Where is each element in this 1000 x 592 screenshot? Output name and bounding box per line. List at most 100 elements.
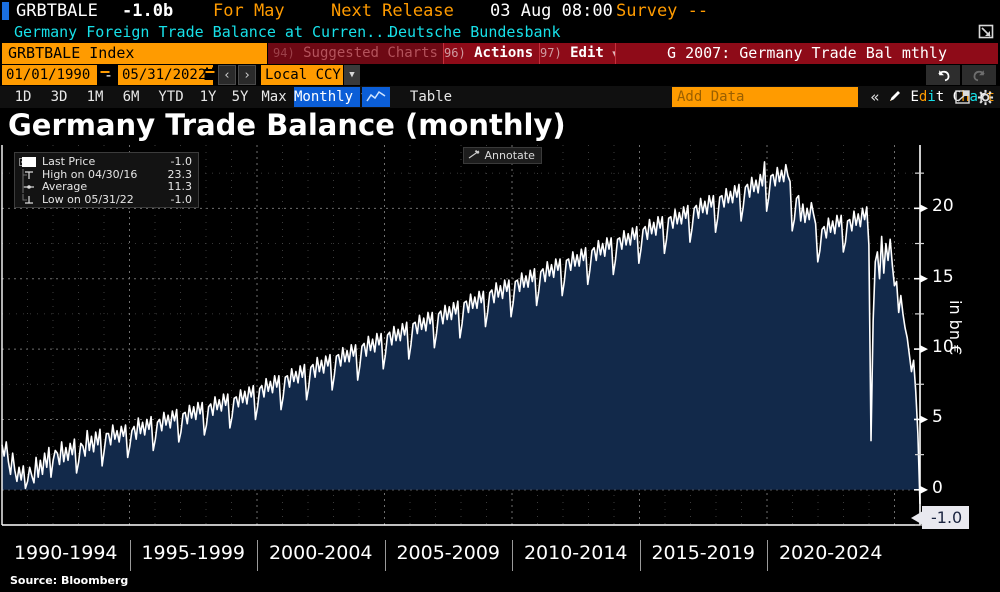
last-price-badge: -1.0 [922,506,970,529]
screen-title: G 2007: Germany Trade Bal mthly [615,43,998,64]
x-axis-divider [767,540,768,571]
chart-toolbar: 1D 3D 1M 6M YTD 1Y 5Y Max Monthly ▼ Tabl… [0,86,1000,108]
x-axis-tick-label: 1995-1999 [141,542,246,564]
page-title: Germany Trade Balance (monthly) [8,108,566,142]
legend-value: 11.3 [167,180,193,193]
x-axis-tick-label: 2015-2019 [651,542,756,564]
period-1m[interactable]: 1M [86,89,104,105]
period-6m[interactable]: 6M [122,89,140,105]
pencil-line-icon [468,150,480,159]
add-data-input[interactable]: Add Data [672,87,858,107]
tree-branch-end-icon [22,193,27,200]
legend-row: High on 04/30/16 23.3 [18,167,194,182]
suggested-charts-label: Suggested Charts [303,45,438,61]
edit-number: 97) [540,46,562,60]
legend-value: -1.0 [170,155,192,168]
description-bar: Germany Foreign Trade Balance at Curren.… [0,22,1000,43]
next-period-button[interactable]: › [238,65,256,85]
collapse-toolbar-button[interactable]: « [870,88,880,106]
period-ytd[interactable]: YTD [158,89,184,105]
period-1d[interactable]: 1D [14,89,32,105]
legend-value: 23.3 [167,167,193,181]
expand-icon[interactable] [978,24,996,41]
command-cursor [2,2,9,20]
annotate-button[interactable]: Annotate [463,147,542,164]
x-axis-divider [384,540,386,571]
frequency-selector[interactable]: Monthly ▼ [294,87,370,107]
suggested-charts-number: 94) [273,46,295,60]
calendar-icon[interactable] [99,67,111,81]
survey-value: Survey -- [616,1,709,21]
x-axis-tick-label: 1990-1994 [13,542,118,564]
annotate-label: Annotate [484,149,535,162]
chart-plot-area[interactable] [0,145,1000,540]
end-date-input[interactable]: 05/31/2022 [118,65,213,85]
y-axis-ticks [914,172,928,526]
x-axis-divider [129,540,131,571]
redo-icon [973,70,985,82]
source-caption: Source: Bloomberg [10,574,129,587]
previous-period-button[interactable]: ‹ [218,65,236,85]
x-axis-tick-label: 2020-2024 [778,542,883,564]
low-marker-icon [25,195,33,204]
undo-button[interactable] [926,65,960,85]
chart-legend[interactable]: Last Price -1.0 High on 04/30/16 23.3 Av… [14,152,199,208]
period-max[interactable]: Max [261,89,287,105]
legend-row: Average 11.3 [18,180,194,194]
gear-icon[interactable] [977,89,994,106]
security-description: Germany Foreign Trade Balance at Curren.… [14,23,394,41]
actions-number: 96) [444,46,466,60]
x-axis-divider [512,540,513,571]
high-marker-icon [25,170,33,179]
x-axis-tick-label: 2000-2004 [268,542,373,564]
calendar-icon[interactable] [204,67,216,81]
period-1y[interactable]: 1Y [199,89,217,105]
period-5y[interactable]: 5Y [231,89,249,105]
x-axis: 1990-1994 1995-1999 2000-2004 2005-2009 2010… [0,540,1000,574]
actions-label: Actions [474,45,534,61]
menu-bar: GRBTBALE Index 94) Suggested Charts 96) … [0,43,1000,64]
next-release-value: 03 Aug 08:00 [490,1,613,21]
legend-value: -1.0 [170,192,192,206]
ticker-for-period: For May [213,1,285,21]
legend-row: Low on 05/31/22 -1.0 [18,192,194,207]
undo-icon [937,70,949,82]
date-range-separator: - [104,66,114,84]
edit-label: Edit [570,45,604,61]
ticker-bar: GRBTBALE -1.0b For May Next Release 03 A… [0,0,1000,22]
period-3d[interactable]: 3D [50,89,68,105]
edit-menu-button[interactable]: 97) Edit ▼ [539,43,618,64]
annotation-grid-icon[interactable] [955,89,971,105]
currency-selector[interactable]: Local CCY [261,65,343,85]
security-input[interactable]: GRBTBALE Index [2,43,267,64]
x-axis-tick-label: 2005-2009 [396,542,501,564]
tree-branch-icon [22,168,27,181]
suggested-charts-button[interactable]: 94) Suggested Charts [268,43,443,64]
redo-button[interactable] [962,65,996,85]
legend-label: Last Price [42,155,96,168]
x-axis-divider [257,540,258,571]
actions-menu-button[interactable]: 96) Actions ▼ [443,43,548,64]
data-provider: Deutsche Bundesbank [389,23,561,41]
chart-type-button[interactable] [362,87,390,107]
chevron-down-icon[interactable]: ▼ [344,65,360,85]
table-view-button[interactable]: Table [409,89,453,105]
legend-label: High on 04/30/16 [42,167,138,181]
x-axis-divider [639,540,641,571]
last-price-pointer [911,511,923,525]
ticker-value: -1.0b [122,1,174,21]
pencil-icon [890,91,900,101]
last-price-swatch [22,157,36,167]
average-marker-icon [24,185,34,189]
date-range-bar: 01/01/1990 - 05/31/2022 ‹ › Local CCY ▼ [0,64,1000,86]
chart-svg [1,145,928,526]
y-axis-title: in bn € [946,300,965,356]
line-chart-icon [366,90,386,102]
next-release-label: Next Release [331,1,454,21]
legend-label: Low on 05/31/22 [42,192,134,206]
ticker-symbol: GRBTBALE [16,1,98,21]
legend-label: Average [42,180,88,193]
x-axis-tick-label: 2010-2014 [523,542,628,564]
start-date-input[interactable]: 01/01/1990 [2,65,97,85]
legend-row: Last Price -1.0 [18,155,194,169]
